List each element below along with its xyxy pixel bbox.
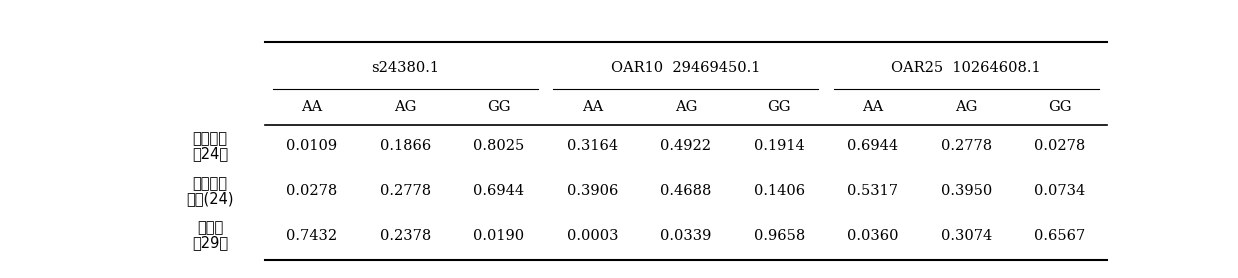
Text: （29）: （29）: [192, 236, 228, 251]
Text: 0.2778: 0.2778: [380, 184, 431, 198]
Text: 0.3074: 0.3074: [941, 229, 992, 243]
Text: 0.0190: 0.0190: [473, 229, 525, 243]
Text: 0.5317: 0.5317: [847, 184, 899, 198]
Text: 0.0360: 0.0360: [847, 229, 899, 243]
Text: OAR25  10264608.1: OAR25 10264608.1: [891, 61, 1041, 75]
Text: GG: GG: [487, 100, 510, 114]
Text: GG: GG: [1049, 100, 1072, 114]
Text: 0.2778: 0.2778: [941, 139, 992, 153]
Text: 0.1914: 0.1914: [754, 139, 805, 153]
Text: 0.0339: 0.0339: [660, 229, 712, 243]
Text: 0.2378: 0.2378: [380, 229, 431, 243]
Text: 0.8025: 0.8025: [473, 139, 525, 153]
Text: 阿勒泰羊: 阿勒泰羊: [192, 131, 228, 146]
Text: AG: AG: [954, 100, 978, 114]
Text: 0.3906: 0.3906: [567, 184, 618, 198]
Text: 0.3950: 0.3950: [941, 184, 992, 198]
Text: AA: AA: [582, 100, 603, 114]
Text: OAR10  29469450.1: OAR10 29469450.1: [612, 61, 760, 75]
Text: 0.0278: 0.0278: [1034, 139, 1086, 153]
Text: 0.1866: 0.1866: [380, 139, 431, 153]
Text: 多浪羊: 多浪羊: [197, 221, 223, 236]
Text: 0.4688: 0.4688: [660, 184, 712, 198]
Text: 0.0109: 0.0109: [286, 139, 338, 153]
Text: 0.0003: 0.0003: [567, 229, 618, 243]
Text: s24380.1: s24380.1: [371, 61, 439, 75]
Text: 0.0278: 0.0278: [286, 184, 338, 198]
Text: 0.0734: 0.0734: [1034, 184, 1086, 198]
Text: GG: GG: [768, 100, 791, 114]
Text: 0.7432: 0.7432: [286, 229, 338, 243]
Text: 0.3164: 0.3164: [567, 139, 618, 153]
Text: 克羊(24): 克羊(24): [186, 191, 234, 206]
Text: 0.4922: 0.4922: [660, 139, 712, 153]
Text: 0.6567: 0.6567: [1034, 229, 1086, 243]
Text: （24）: （24）: [192, 146, 228, 161]
Text: AA: AA: [301, 100, 322, 114]
Text: 0.9658: 0.9658: [754, 229, 805, 243]
Text: 0.6944: 0.6944: [847, 139, 899, 153]
Text: AG: AG: [394, 100, 416, 114]
Text: 0.1406: 0.1406: [754, 184, 805, 198]
Text: 巴音布鲁: 巴音布鲁: [192, 176, 228, 191]
Text: 0.6944: 0.6944: [473, 184, 525, 198]
Text: AG: AG: [675, 100, 697, 114]
Text: AA: AA: [862, 100, 884, 114]
